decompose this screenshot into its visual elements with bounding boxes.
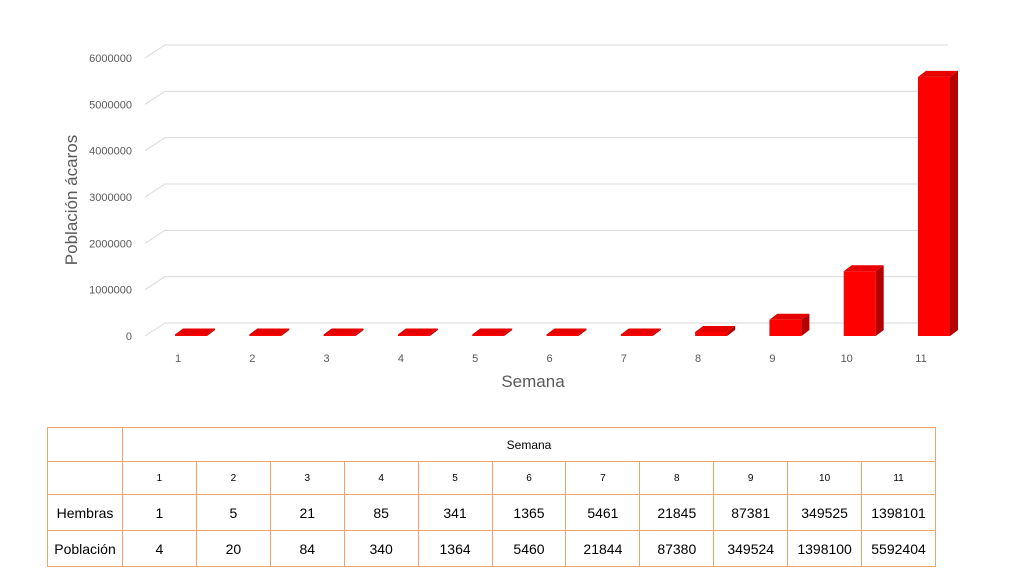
y-tick-label: 3000000 xyxy=(89,192,132,204)
table-cell: 349525 xyxy=(787,494,863,531)
gridline xyxy=(144,44,948,59)
bar-chart: 0 1000000 2000000 3000000 4000000 5000000 6000… xyxy=(62,44,958,391)
data-table: Semana 1 2 3 4 5 6 7 8 9 10 11 Hembras 1 5 21 85 341 1365 5… xyxy=(47,427,936,567)
bar xyxy=(695,325,736,336)
x-tick-label: 11 xyxy=(915,353,926,365)
y-axis-title: Población ácaros xyxy=(62,135,81,265)
table-cell: 84 xyxy=(269,530,345,567)
gridline xyxy=(144,322,948,337)
table-cell: 340 xyxy=(343,530,419,567)
table-week-cell: 1 xyxy=(122,461,197,495)
table-cell: 341 xyxy=(417,494,493,531)
table-cell: 4 xyxy=(122,530,197,567)
table-cell: 1365 xyxy=(491,494,567,531)
bar xyxy=(620,328,661,336)
x-tick-label: 9 xyxy=(769,353,775,365)
table-week-cell: 11 xyxy=(861,461,936,495)
table-cell: 1398100 xyxy=(787,530,863,567)
table-cell: 1398101 xyxy=(861,494,936,531)
table-row-label: Hembras xyxy=(47,494,123,531)
y-tick-label: 4000000 xyxy=(89,146,132,158)
x-axis-title: Semana xyxy=(501,372,565,391)
bars xyxy=(175,70,958,336)
table-cell: 21845 xyxy=(639,494,715,531)
table-cell: 5592404 xyxy=(861,530,936,567)
bar xyxy=(769,313,810,336)
bar xyxy=(918,70,958,336)
x-tick-label: 10 xyxy=(841,353,853,365)
table-cell: 5 xyxy=(195,494,271,531)
table-empty-cell xyxy=(47,461,123,495)
table-cell: 21 xyxy=(269,494,345,531)
table-week-row: 1 2 3 4 5 6 7 8 9 10 11 xyxy=(47,461,936,495)
table-cell: 85 xyxy=(343,494,419,531)
table-row: Hembras 1 5 21 85 341 1365 5461 21845 87381 349525… xyxy=(47,494,936,531)
y-tick-label: 1000000 xyxy=(89,285,132,297)
y-tick-label: 5000000 xyxy=(89,99,132,111)
bar xyxy=(546,328,587,336)
x-tick-label: 7 xyxy=(621,353,627,365)
gridline xyxy=(144,137,948,152)
table-week-cell: 10 xyxy=(787,461,863,495)
y-tick-label: 6000000 xyxy=(89,53,132,65)
table-week-cell: 2 xyxy=(195,461,271,495)
table-corner-cell xyxy=(47,427,123,462)
y-tick-label: 0 xyxy=(126,331,132,343)
gridline xyxy=(144,90,948,105)
table-week-cell: 6 xyxy=(491,461,567,495)
table-cell: 5460 xyxy=(491,530,567,567)
x-tick-label: 4 xyxy=(398,353,404,365)
table-week-cell: 3 xyxy=(269,461,345,495)
x-tick-label: 5 xyxy=(472,353,478,365)
bar xyxy=(175,328,215,336)
x-tick-label: 1 xyxy=(175,353,181,365)
gridlines xyxy=(144,44,948,337)
table-cell: 1364 xyxy=(417,530,493,567)
table-header-row: Semana xyxy=(47,427,936,462)
table-week-cell: 7 xyxy=(565,461,641,495)
table-cell: 21844 xyxy=(565,530,641,567)
bar xyxy=(843,265,884,336)
bar xyxy=(472,328,513,336)
table-cell: 349524 xyxy=(713,530,789,567)
bar xyxy=(249,328,290,336)
table-row: Población 4 20 84 340 1364 5460 21844 87380 34952… xyxy=(47,530,936,567)
bar xyxy=(323,328,364,336)
table-cell: 5461 xyxy=(565,494,641,531)
table-row-label: Población xyxy=(47,530,123,567)
y-tick-label: 2000000 xyxy=(89,238,132,250)
table-header-semana: Semana xyxy=(122,427,936,462)
x-tick-labels: 1 2 3 4 5 6 7 8 9 10 11 xyxy=(175,353,927,365)
y-tick-labels: 0 1000000 2000000 3000000 4000000 5000000 6000… xyxy=(89,53,132,343)
table-week-cell: 8 xyxy=(639,461,715,495)
table-cell: 20 xyxy=(195,530,271,567)
table-week-cell: 9 xyxy=(713,461,789,495)
gridline xyxy=(144,276,948,291)
gridline xyxy=(144,183,948,198)
bar xyxy=(397,328,438,336)
gridline xyxy=(144,229,948,244)
table-cell: 87381 xyxy=(713,494,789,531)
table-week-cell: 4 xyxy=(343,461,419,495)
x-tick-label: 6 xyxy=(546,353,552,365)
x-tick-label: 2 xyxy=(249,353,255,365)
table-cell: 1 xyxy=(122,494,197,531)
table-cell: 87380 xyxy=(639,530,715,567)
x-tick-label: 3 xyxy=(324,353,330,365)
x-tick-label: 8 xyxy=(695,353,701,365)
table-week-cell: 5 xyxy=(417,461,493,495)
